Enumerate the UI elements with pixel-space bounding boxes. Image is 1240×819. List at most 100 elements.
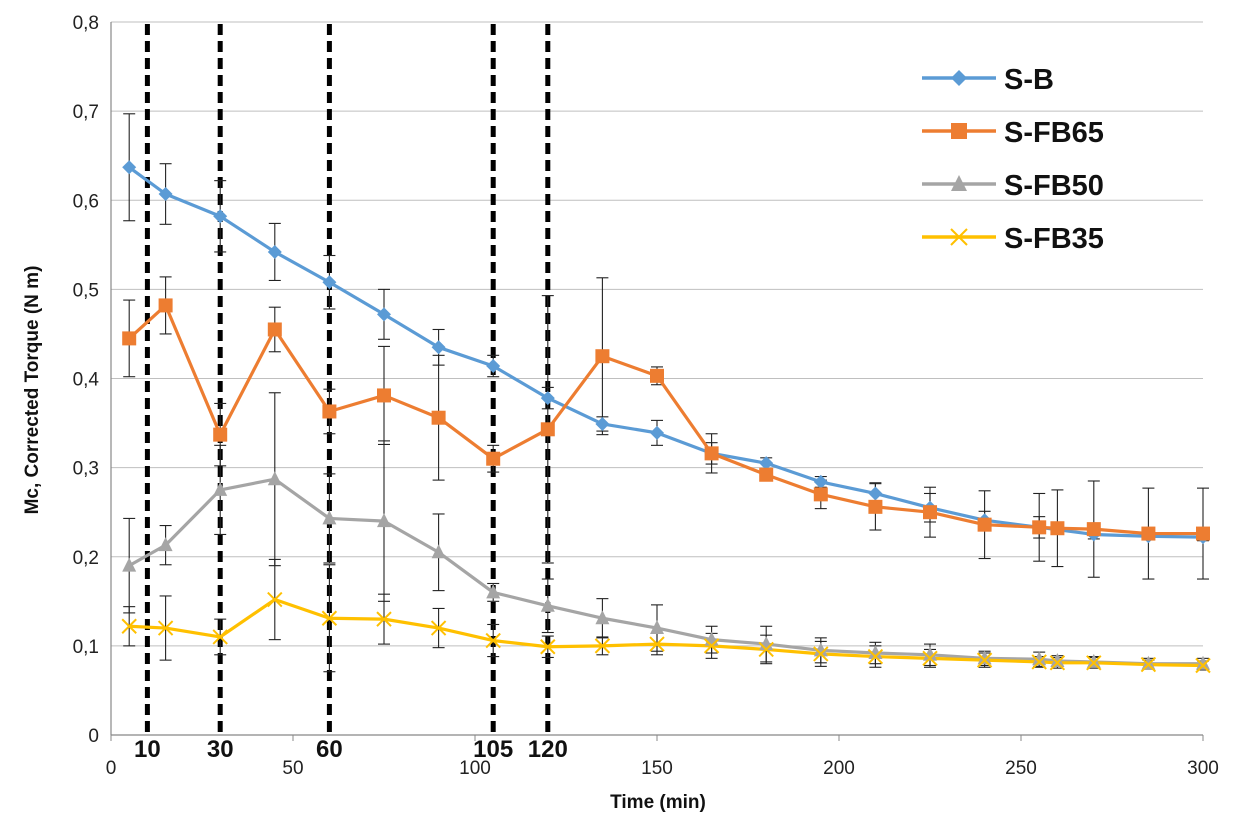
data-point-s-b bbox=[377, 307, 391, 322]
data-point-s-fb35 bbox=[540, 639, 556, 655]
data-point-s-fb50 bbox=[213, 481, 228, 496]
y-tick-labels: 0 0,1 0,2 0,3 0,4 0,5 0,6 0,7 0,8 bbox=[73, 13, 100, 747]
data-point-s-fb65 bbox=[1196, 526, 1210, 541]
marker-stroke bbox=[212, 629, 228, 645]
data-point-s-fb35 bbox=[758, 641, 774, 658]
marker-stroke bbox=[321, 610, 338, 626]
marker-stroke bbox=[1195, 657, 1211, 674]
data-point-s-fb65 bbox=[868, 499, 883, 514]
data-point-s-fb35 bbox=[1140, 656, 1157, 673]
marker-stroke bbox=[758, 641, 774, 658]
data-point-s-fb50 bbox=[868, 645, 883, 660]
series-line-s-fb50 bbox=[128, 477, 1203, 666]
data-point-s-fb50 bbox=[267, 471, 282, 486]
legend-label-s-fb65: S-FB65 bbox=[1004, 117, 1104, 149]
marker-stroke bbox=[976, 652, 993, 668]
data-point-s-b bbox=[213, 209, 228, 224]
data-point-s-fb50 bbox=[1050, 653, 1065, 668]
data-point-s-fb35 bbox=[594, 638, 611, 654]
y-tick-label: 0,6 bbox=[73, 191, 99, 212]
series-line-s-fb35 bbox=[129, 597, 1204, 668]
data-point-s-fb65 bbox=[540, 422, 555, 437]
data-point-s-fb50 bbox=[1196, 655, 1210, 670]
data-point-s-b bbox=[868, 486, 883, 501]
marker-stroke bbox=[594, 638, 611, 654]
marker-stroke bbox=[703, 638, 720, 654]
data-point-s-fb50 bbox=[595, 610, 610, 625]
marker-stroke bbox=[1140, 656, 1157, 673]
y-tick-label: 0,4 bbox=[73, 370, 100, 391]
data-point-s-fb35 bbox=[1086, 655, 1102, 671]
data-point-s-fb65 bbox=[759, 467, 774, 482]
data-point-s-fb50 bbox=[122, 557, 137, 572]
data-point-s-fb50 bbox=[486, 584, 501, 599]
vertical-marker-label: 30 bbox=[207, 736, 234, 763]
data-point-s-fb35 bbox=[376, 611, 392, 627]
data-point-s-b bbox=[158, 187, 173, 202]
data-point-s-fb65 bbox=[923, 505, 937, 520]
data-point-s-b bbox=[595, 416, 610, 431]
marker-stroke bbox=[267, 591, 283, 608]
data-point-s-fb35 bbox=[976, 652, 993, 668]
data-point-s-fb50 bbox=[1141, 655, 1156, 670]
grid-lines bbox=[111, 21, 1203, 647]
legend-label-s-fb50: S-FB50 bbox=[1004, 170, 1104, 202]
data-point-s-fb65 bbox=[977, 517, 992, 532]
data-point-s-fb50 bbox=[431, 544, 446, 559]
legend-swatch-marker-s-b bbox=[951, 70, 967, 86]
data-point-s-fb65 bbox=[1086, 522, 1101, 537]
legend-label-s-b: S-B bbox=[1004, 64, 1054, 96]
marker-stroke bbox=[813, 646, 829, 662]
data-point-s-b bbox=[486, 359, 501, 374]
marker-stroke bbox=[1049, 655, 1066, 671]
marker-stroke bbox=[121, 618, 137, 634]
marker-stroke bbox=[1031, 654, 1047, 670]
y-tick-label: 0,7 bbox=[73, 102, 99, 123]
data-point-s-fb35 bbox=[922, 650, 938, 667]
marker-stroke bbox=[430, 620, 447, 636]
marker-stroke bbox=[376, 611, 392, 627]
data-point-s-fb35 bbox=[121, 618, 137, 634]
data-point-s-b bbox=[122, 160, 137, 175]
x-tick-label: 0 bbox=[106, 758, 117, 779]
data-point-s-fb50 bbox=[1086, 653, 1101, 668]
x-tick-labels: 0 50 100 150 200 250 300 bbox=[106, 758, 1219, 779]
data-point-s-b bbox=[813, 474, 828, 489]
x-tick-label: 250 bbox=[1005, 758, 1037, 779]
data-point-s-fb65 bbox=[322, 404, 337, 419]
data-point-s-fb50 bbox=[158, 537, 173, 552]
vertical-marker-label: 120 bbox=[528, 736, 568, 763]
data-point-s-fb65 bbox=[1050, 521, 1065, 536]
x-tick-label: 100 bbox=[459, 758, 491, 779]
data-point-s-fb35 bbox=[430, 620, 447, 636]
legend-swatch-marker-s-fb35 bbox=[950, 228, 968, 246]
data-point-s-b bbox=[650, 425, 664, 440]
data-point-s-fb50 bbox=[377, 513, 391, 528]
x-tick-label: 150 bbox=[641, 758, 673, 779]
vertical-markers: 10 30 60 105 120 bbox=[134, 24, 568, 763]
vertical-marker-label: 105 bbox=[473, 736, 513, 763]
data-point-s-fb50 bbox=[813, 642, 828, 657]
data-point-s-fb65 bbox=[213, 427, 228, 442]
data-point-s-fb35 bbox=[1049, 655, 1066, 671]
y-tick-label: 0,3 bbox=[73, 459, 99, 480]
data-point-s-fb50 bbox=[977, 650, 992, 665]
data-point-s-fb65 bbox=[377, 388, 391, 403]
legend-swatch-marker-s-fb50 bbox=[951, 175, 967, 191]
series-line-s-fb65 bbox=[128, 303, 1203, 536]
x-tick-label: 200 bbox=[823, 758, 855, 779]
data-point-s-fb35 bbox=[485, 632, 501, 649]
data-point-s-b bbox=[540, 391, 555, 406]
vertical-marker-label: 60 bbox=[316, 736, 343, 763]
data-point-s-fb65 bbox=[650, 368, 664, 383]
legend-label-s-fb35: S-FB35 bbox=[1004, 223, 1104, 255]
data-point-s-b bbox=[322, 275, 337, 290]
data-point-s-fb65 bbox=[486, 451, 501, 466]
data-point-s-fb35 bbox=[321, 610, 338, 626]
data-point-s-fb35 bbox=[1031, 654, 1047, 670]
vertical-marker-label: 10 bbox=[134, 736, 161, 763]
marker-stroke bbox=[649, 636, 665, 652]
series-points bbox=[121, 160, 1211, 674]
data-point-s-fb65 bbox=[267, 322, 282, 337]
